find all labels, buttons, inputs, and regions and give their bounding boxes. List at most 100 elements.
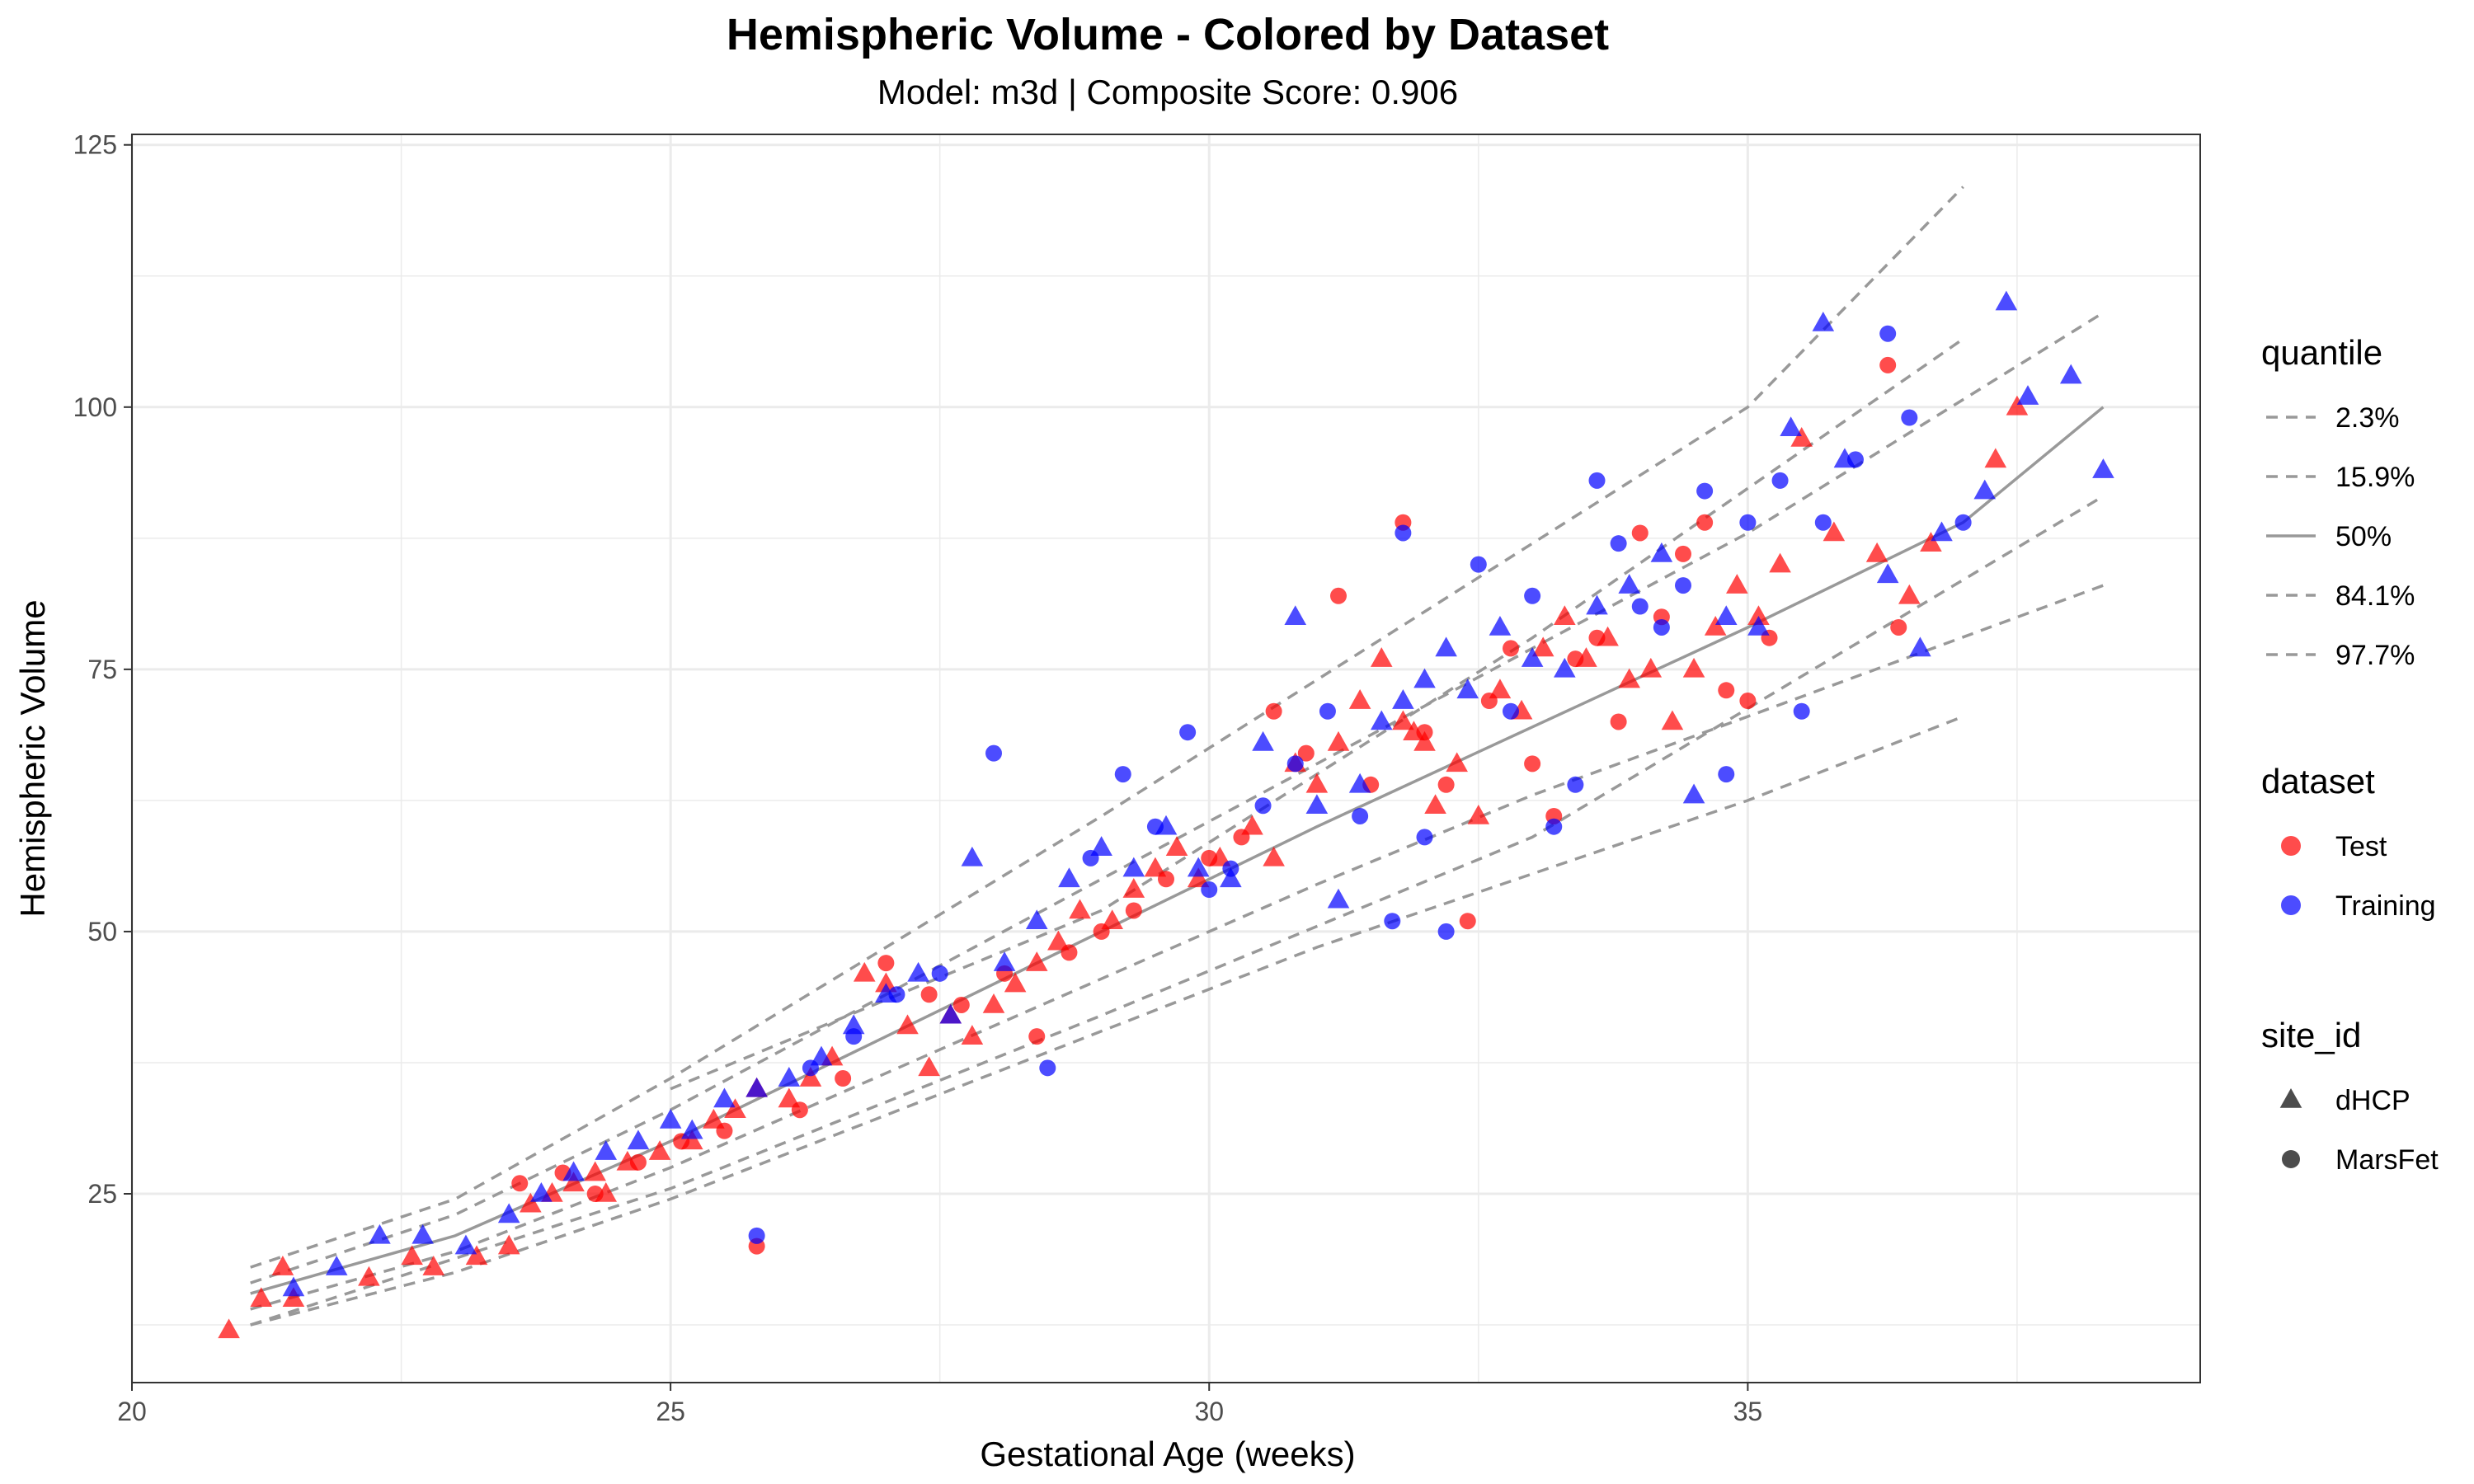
data-point-triangle	[369, 1223, 391, 1244]
data-point-circle	[1028, 1028, 1046, 1045]
data-point-circle	[1879, 356, 1897, 373]
data-point-circle	[1739, 514, 1757, 531]
data-point-triangle	[778, 1087, 801, 1108]
data-point-triangle	[1618, 574, 1640, 594]
data-point-circle	[1158, 871, 1174, 888]
data-point-triangle	[562, 1161, 585, 1181]
y-tick-label: 125	[73, 130, 117, 160]
data-point-triangle	[659, 1108, 682, 1129]
data-point-triangle	[1327, 730, 1350, 751]
legend: quantile 2.3% 15.9% 50% 84.1% 97.7% dataset Tes…	[2261, 333, 2439, 1176]
data-point-triangle	[1973, 479, 1997, 500]
data-point-circle	[748, 1227, 765, 1244]
data-point-triangle	[1909, 636, 1931, 657]
data-point-triangle	[1025, 909, 1048, 930]
data-point-circle	[1082, 849, 1099, 866]
plot-panel-border	[131, 134, 2201, 1383]
legend-label: 50%	[2335, 521, 2392, 552]
y-tick-label: 100	[73, 392, 117, 422]
data-point-circle	[920, 986, 938, 1003]
data-point-triangle	[1446, 752, 1468, 773]
data-point-circle	[629, 1153, 647, 1171]
data-point-circle	[1352, 807, 1369, 824]
data-point-circle	[1503, 640, 1519, 657]
data-point-triangle	[1747, 605, 1770, 626]
data-point-circle	[1653, 618, 1670, 636]
quantile-curve	[250, 495, 2105, 1327]
data-point-triangle	[1069, 899, 1091, 919]
data-point-triangle	[282, 1287, 305, 1308]
quantile-curve	[250, 406, 2105, 1295]
data-point-triangle	[497, 1234, 520, 1255]
data-point-triangle	[907, 961, 929, 982]
data-point-circle	[586, 1185, 604, 1202]
data-point-triangle	[1413, 730, 1436, 751]
data-point-triangle	[1531, 636, 1554, 657]
data-point-triangle	[250, 1287, 273, 1308]
data-point-triangle	[799, 1067, 822, 1087]
data-point-circle	[952, 996, 970, 1013]
data-point-triangle	[1682, 783, 1705, 804]
data-point-triangle	[778, 1067, 801, 1087]
data-point-circle	[1039, 1059, 1056, 1077]
quantile-curve	[250, 584, 2105, 1311]
data-point-circle	[1631, 524, 1649, 542]
data-point-triangle	[713, 1087, 736, 1108]
quantile-curves	[250, 186, 2105, 1327]
data-point-circle	[835, 1070, 852, 1087]
data-point-triangle	[218, 1318, 240, 1339]
data-point-circle	[1631, 598, 1649, 615]
data-point-triangle	[1747, 615, 1770, 636]
data-point-triangle	[1876, 563, 1899, 584]
data-points	[218, 290, 2114, 1339]
data-point-circle	[1201, 881, 1218, 899]
data-point-circle	[802, 1059, 819, 1077]
data-point-triangle	[1456, 679, 1479, 699]
data-point-triangle	[1554, 605, 1576, 626]
data-point-triangle	[1025, 951, 1048, 971]
data-point-circle	[888, 986, 905, 1003]
data-point-circle	[845, 1028, 863, 1045]
data-point-triangle	[1554, 657, 1576, 678]
data-point-triangle	[358, 1266, 380, 1286]
data-point-triangle	[1489, 679, 1512, 699]
data-point-circle	[931, 965, 948, 982]
data-point-triangle	[627, 1129, 650, 1150]
data-point-circle	[1319, 702, 1336, 720]
data-point-circle	[1675, 545, 1691, 562]
data-point-triangle	[1090, 836, 1112, 856]
data-point-triangle	[896, 1014, 919, 1035]
x-tick-label: 30	[1194, 1397, 1224, 1426]
y-tick-label: 50	[87, 917, 117, 946]
legend-label: 84.1%	[2335, 580, 2415, 612]
data-point-triangle	[401, 1245, 423, 1266]
data-point-triangle	[1165, 836, 1188, 856]
data-point-triangle	[1252, 730, 1274, 751]
data-point-triangle	[1047, 930, 1070, 951]
data-point-circle	[1061, 944, 1078, 961]
data-point-triangle	[1370, 710, 1393, 730]
x-tick-label: 35	[1733, 1397, 1763, 1426]
data-point-triangle	[1392, 689, 1414, 709]
data-point-triangle	[1769, 552, 1791, 573]
data-point-triangle	[1004, 972, 1027, 993]
data-point-triangle	[810, 1045, 833, 1066]
x-tick-label: 25	[656, 1397, 685, 1426]
data-point-circle	[1503, 702, 1519, 720]
data-point-circle	[1567, 776, 1584, 793]
data-point-triangle	[1984, 448, 2007, 468]
data-point-circle	[1524, 587, 1541, 604]
data-point-circle	[1233, 829, 1250, 846]
data-point-circle	[1739, 693, 1757, 710]
data-point-circle	[1718, 682, 1735, 699]
data-point-triangle	[1995, 290, 2018, 311]
data-point-triangle	[918, 1056, 940, 1077]
data-point-triangle	[1780, 416, 1802, 437]
legend-title: dataset	[2261, 762, 2375, 801]
data-point-triangle	[530, 1181, 553, 1202]
legend-key-point	[2281, 836, 2301, 856]
data-point-circle	[1384, 913, 1401, 930]
data-point-triangle	[1241, 815, 1263, 835]
data-point-triangle	[1704, 615, 1727, 636]
data-point-triangle	[2059, 364, 2082, 384]
